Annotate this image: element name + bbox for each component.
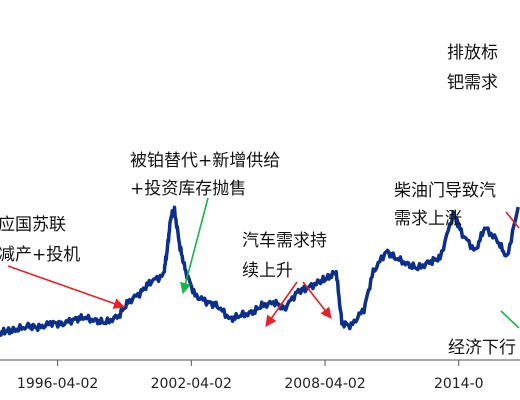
annotation-text-line: 经济下行: [448, 338, 516, 358]
arrow-green-economy: [500, 310, 520, 329]
annotation-text-line: 钯需求: [447, 73, 498, 93]
annotation-text-line: +投资库存抛售: [130, 179, 246, 199]
arrow-red-diesel: [505, 211, 520, 229]
annotation-text-line: 被铂替代+新增供给: [130, 151, 280, 171]
annotation-text-line: 需求上涨: [394, 209, 462, 229]
annotation-text-line: 排放标: [447, 43, 498, 63]
x-tick-label: 2008-04-02: [284, 376, 365, 392]
x-ticks: 1996-04-02 2002-04-02 2008-04-02 2014-0: [17, 360, 484, 392]
annotation-text-line: 续上升: [242, 261, 293, 281]
x-tick-label: 2014-0: [434, 376, 484, 392]
arrow-red-1999: [7, 265, 126, 309]
annotation-emissions-standard: 排放标 钯需求: [447, 43, 498, 93]
annotation-auto-demand: 汽车需求持 续上升: [242, 231, 327, 281]
annotation-palladium-substitution: 被铂替代+新增供给 +投资库存抛售: [130, 151, 280, 199]
arrow-red-auto-left: [265, 281, 298, 327]
annotation-soviet-response: 应国苏联 减产+投机: [0, 215, 80, 265]
series-line-palladium-price: [0, 205, 520, 337]
annotation-text-line: 柴油门导致汽: [394, 181, 496, 201]
annotation-diesel-gate: 柴油门导致汽 需求上涨: [394, 181, 496, 229]
annotation-text-line: 应国苏联: [0, 215, 66, 235]
x-tick-label: 2002-04-02: [151, 376, 232, 392]
arrow-green-peak: [180, 197, 209, 295]
x-tick-label: 1996-04-02: [17, 376, 98, 392]
annotation-text-line: 汽车需求持: [242, 231, 327, 251]
arrow-red-auto-right: [302, 281, 332, 319]
annotation-text-line: 减产+投机: [0, 245, 80, 265]
annotation-economy-down: 经济下行: [448, 338, 516, 358]
